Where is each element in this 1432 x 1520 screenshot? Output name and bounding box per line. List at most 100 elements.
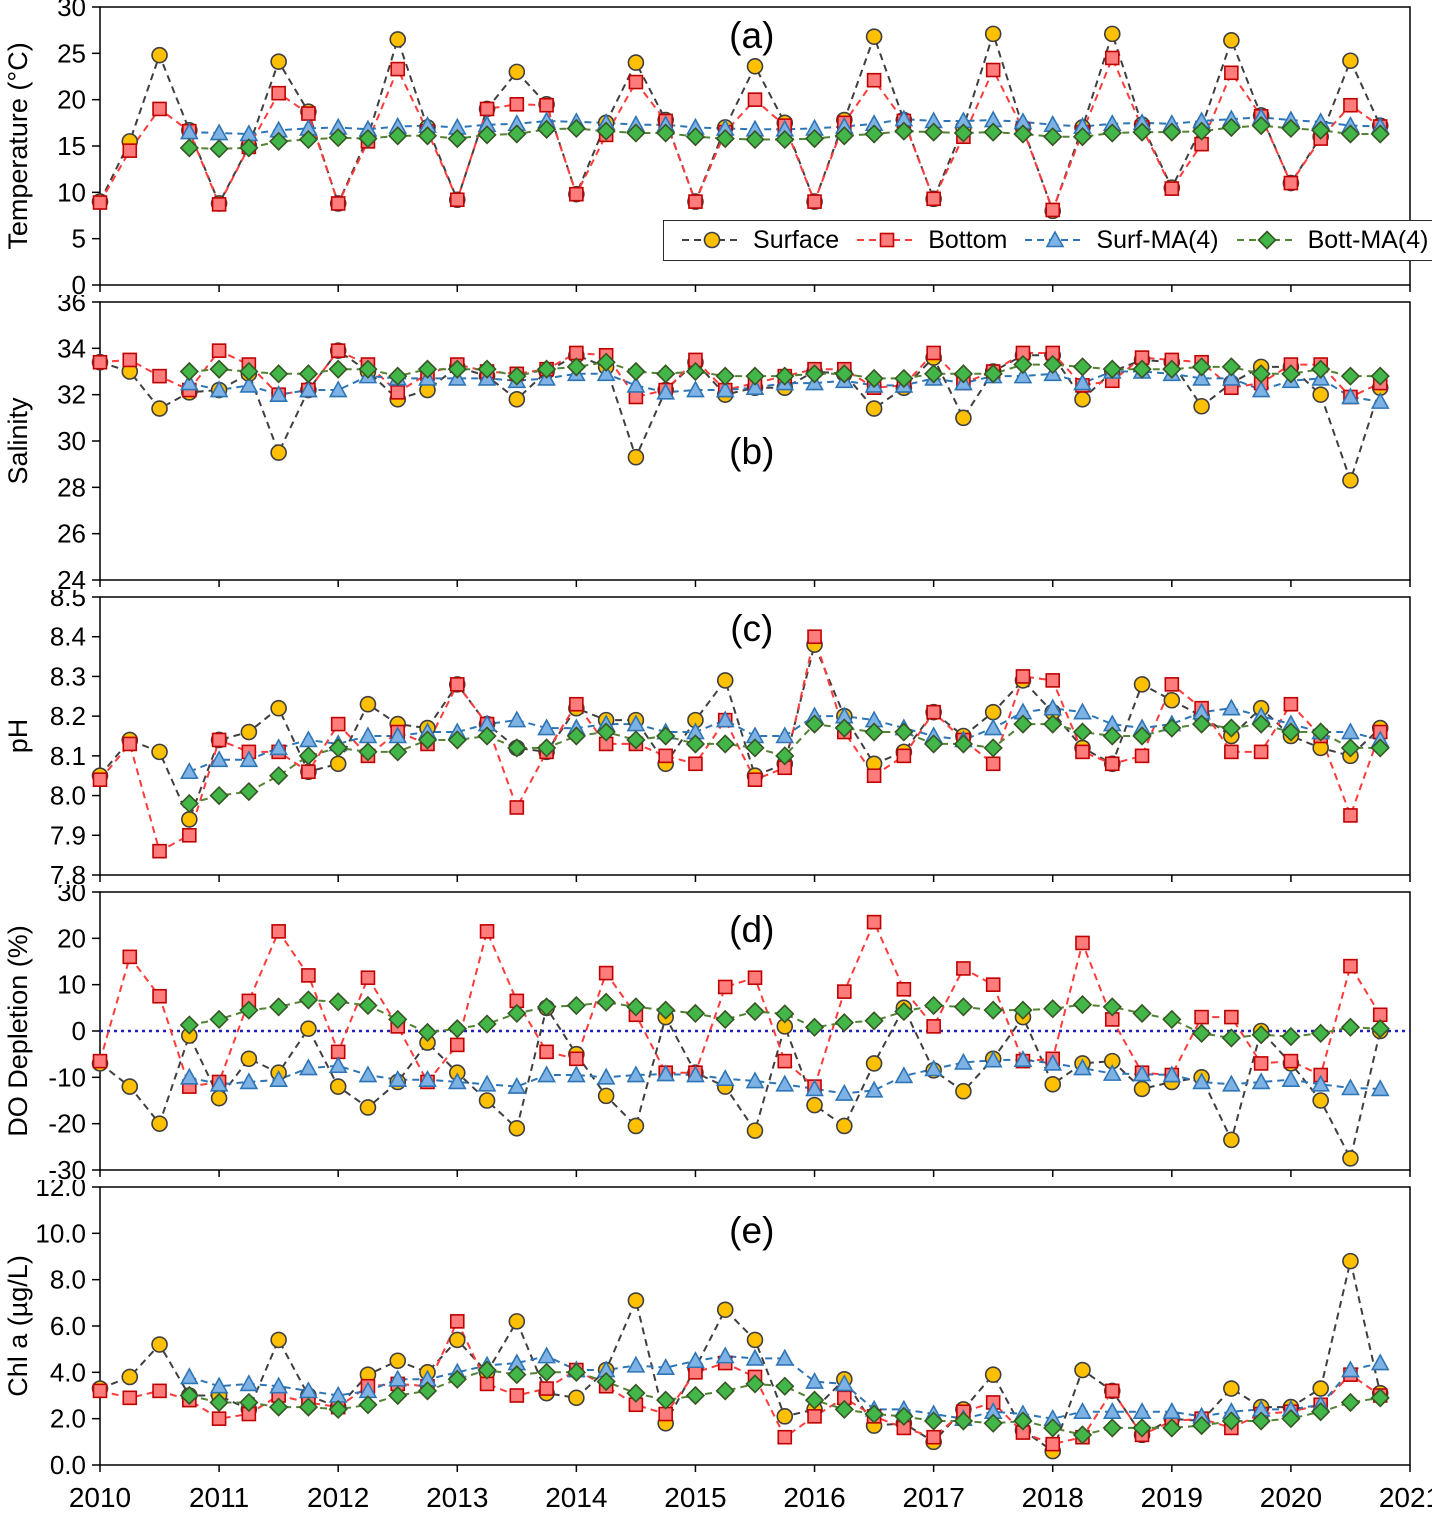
bott_ma-marker (358, 742, 378, 762)
bott_ma-marker (894, 368, 914, 389)
bottom-marker (866, 72, 882, 88)
bott_ma-marker (1102, 123, 1122, 143)
surface-marker (627, 1292, 645, 1309)
surface-marker (865, 400, 883, 417)
y-tick-label: 30 (57, 426, 86, 456)
bottom-marker (777, 1429, 793, 1445)
bottom-marker (926, 1019, 941, 1034)
surface-marker (746, 1122, 764, 1139)
y-tick-label: 8.0 (50, 781, 86, 811)
y-tick-label: 20 (57, 923, 86, 953)
surf_ma-marker (715, 380, 735, 398)
bott_ma-marker (804, 364, 825, 384)
bott_ma-marker (1132, 1418, 1152, 1438)
surf_ma-marker (805, 1079, 824, 1097)
surf_ma-marker (328, 380, 348, 398)
surf_ma-marker (596, 364, 616, 382)
y-tick-label: 26 (57, 519, 86, 549)
surface-marker (151, 1336, 168, 1353)
bottom-marker (152, 368, 167, 384)
bott_ma-marker (298, 990, 319, 1010)
surface-marker (955, 1082, 972, 1100)
surf_ma-marker (626, 1355, 646, 1373)
bott_ma-marker (894, 121, 914, 141)
bottom-marker (271, 924, 286, 939)
bott_ma-marker (239, 138, 259, 158)
x-tick-label: 2021 (1379, 1482, 1432, 1513)
bott_ma-marker (626, 123, 646, 143)
bottom-marker (211, 343, 227, 358)
bottom-marker (360, 970, 376, 986)
surface-marker (597, 1087, 615, 1105)
x-tick-label: 2011 (189, 1482, 249, 1513)
bottom-marker (1343, 958, 1358, 974)
legend-item-bott-ma: Bott-MA(4) (1235, 225, 1429, 255)
surface-marker (1312, 1092, 1329, 1109)
surf_ma-marker (269, 1069, 288, 1087)
x-tick-label: 2020 (1260, 1482, 1322, 1513)
surf_ma-marker (1132, 1402, 1152, 1420)
bottom-marker (896, 748, 912, 764)
y-tick-label: 6.0 (50, 1311, 86, 1341)
bottom-marker (122, 949, 138, 965)
x-tick-label: 2019 (1141, 1482, 1203, 1513)
surf_ma-marker (239, 1072, 259, 1090)
x-tick-label: 2015 (664, 1482, 726, 1513)
bott_ma-marker (1102, 359, 1122, 379)
y-tick-label: 10.0 (35, 1218, 86, 1248)
bottom-marker (1283, 696, 1299, 712)
bottom-marker (152, 988, 167, 1004)
bottom-marker (985, 977, 1001, 992)
surface-marker (1133, 1080, 1151, 1098)
bottom-marker (1045, 202, 1061, 218)
bott_ma-marker (656, 1390, 676, 1410)
y-tick-label: 15 (57, 131, 86, 161)
bott_ma-marker (745, 1001, 765, 1022)
bott_ma-marker (536, 119, 557, 139)
surf_ma-line (189, 1355, 1381, 1420)
bottom-marker (598, 965, 614, 981)
bott_ma-marker (775, 746, 795, 766)
bott_ma-marker (269, 364, 289, 384)
bott_ma-marker (745, 1374, 765, 1394)
panel-e-label: (e) (729, 1209, 775, 1251)
bottom-marker (777, 1053, 793, 1069)
bottom-marker (1134, 748, 1150, 764)
bott_ma-marker (477, 125, 497, 145)
surface-marker (508, 1313, 526, 1330)
surf_ma-marker (745, 1348, 765, 1366)
bott_ma-marker (983, 1413, 1003, 1433)
bottom-marker (688, 756, 703, 772)
bott_ma-marker (388, 1009, 408, 1030)
bottom-marker (152, 843, 167, 859)
bott_ma-marker (626, 730, 646, 750)
bottom-marker (747, 970, 763, 986)
bott_ma-marker (685, 127, 706, 147)
surface-marker (1163, 691, 1181, 709)
surf_ma-marker (1311, 1074, 1331, 1092)
legend-label-bott-ma: Bott-MA(4) (1307, 225, 1429, 254)
surface-marker (270, 1331, 287, 1349)
surface-marker (836, 1117, 853, 1135)
bott_ma-marker (1221, 1411, 1241, 1431)
surf_ma-marker (864, 1080, 884, 1098)
bott_ma-marker (775, 366, 795, 386)
legend-item-bottom: Bottom (855, 226, 1007, 255)
surf_ma-marker (1251, 1072, 1271, 1090)
bott_ma-marker (1013, 1411, 1033, 1431)
surface-marker (746, 1331, 764, 1349)
bott_ma-marker (596, 722, 616, 742)
bott_ma-marker (328, 128, 348, 148)
bottom-marker (301, 106, 316, 121)
y-tick-label: 7.9 (50, 820, 86, 850)
bott_ma-marker (328, 992, 348, 1012)
surface-marker (151, 1115, 168, 1132)
bott_ma-marker (864, 722, 884, 742)
surf_ma-marker (388, 1369, 408, 1387)
bottom-marker (956, 961, 971, 976)
bott_ma-marker (1043, 127, 1063, 147)
bott_ma-marker (269, 766, 289, 786)
bott_ma-marker (1281, 118, 1301, 139)
surf_ma-marker (1073, 1402, 1092, 1420)
